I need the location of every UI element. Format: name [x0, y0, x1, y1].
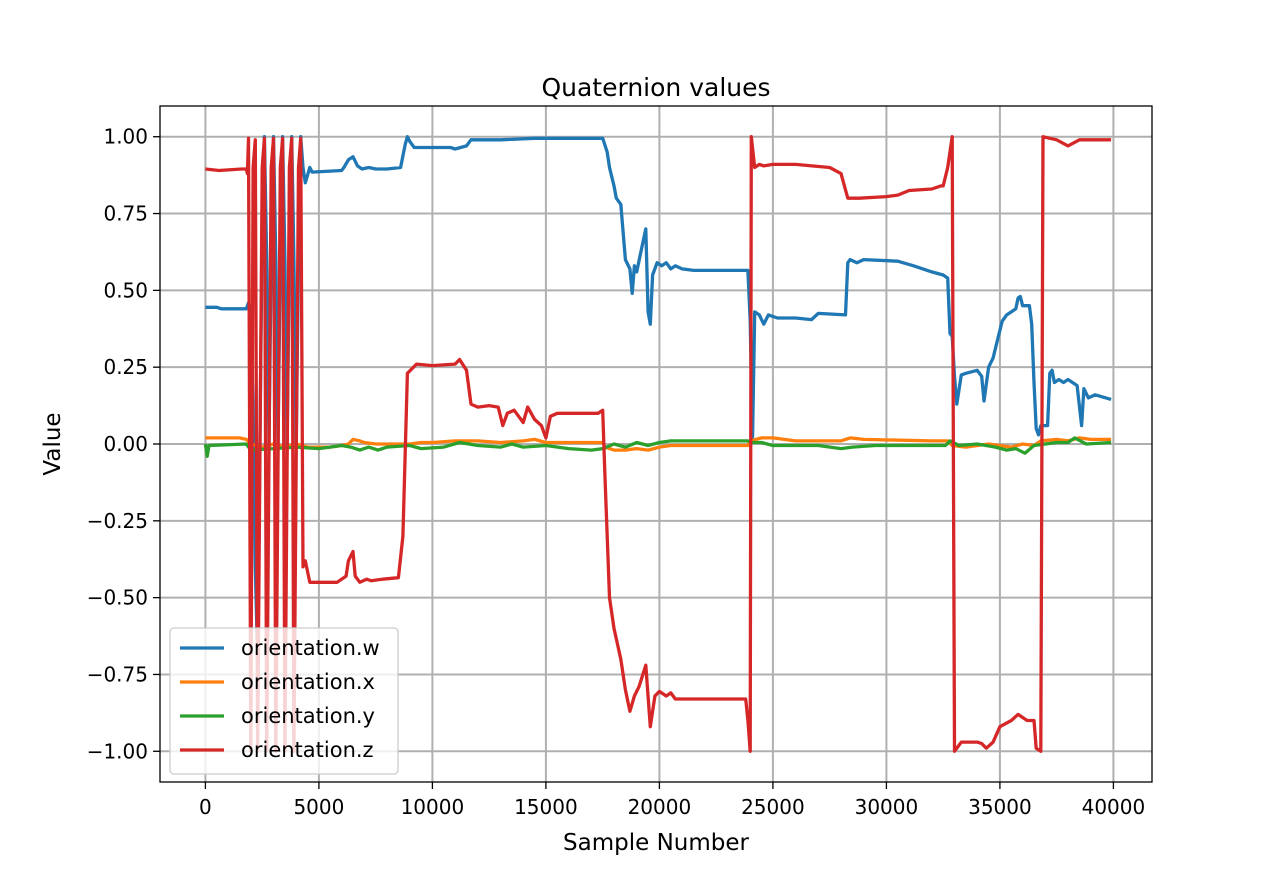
x-axis-label: Sample Number [563, 830, 749, 856]
y-tick-label: 0.75 [103, 202, 148, 226]
legend-label: orientation.z [241, 738, 374, 762]
y-tick-label: 0.00 [103, 432, 148, 456]
series-group [203, 135, 1112, 753]
x-axis-ticks: 0 5000 10000 15000 20000 25000 30000 35000 40000 [199, 782, 1145, 819]
series-line-orientation-y [203, 436, 1112, 458]
legend-label: orientation.x [241, 670, 375, 694]
x-tick-label: 5000 [293, 795, 344, 819]
legend: orientation.w orientation.x orientation.y o… [169, 627, 399, 775]
y-tick-label: −0.50 [87, 586, 148, 610]
x-tick-label: 30000 [855, 795, 919, 819]
y-tick-label: −0.75 [87, 662, 148, 686]
x-tick-label: 10000 [401, 795, 465, 819]
y-tick-label: 0.50 [103, 278, 148, 302]
x-tick-label: 15000 [514, 795, 578, 819]
x-tick-label: 25000 [741, 795, 805, 819]
x-tick-label: 20000 [628, 795, 692, 819]
legend-label: orientation.w [241, 636, 380, 660]
series-line-orientation-z [205, 135, 1112, 753]
legend-box [169, 627, 399, 775]
x-tick-label: 35000 [968, 795, 1032, 819]
y-tick-label: 0.25 [103, 355, 148, 379]
y-axis-label: Value [40, 412, 66, 475]
x-tick-label: 0 [199, 795, 212, 819]
chart-title: Quaternion values [541, 73, 770, 102]
x-tick-label: 40000 [1082, 795, 1146, 819]
y-axis-ticks: 1.00 0.75 0.50 0.25 0.00 −0.25 −0.50 −0.75 −1.00 [87, 125, 160, 763]
y-tick-label: −1.00 [87, 739, 148, 763]
y-tick-label: −0.25 [87, 509, 148, 533]
plot-frame [159, 105, 1153, 783]
y-tick-label: 1.00 [103, 125, 148, 149]
legend-label: orientation.y [241, 704, 375, 728]
